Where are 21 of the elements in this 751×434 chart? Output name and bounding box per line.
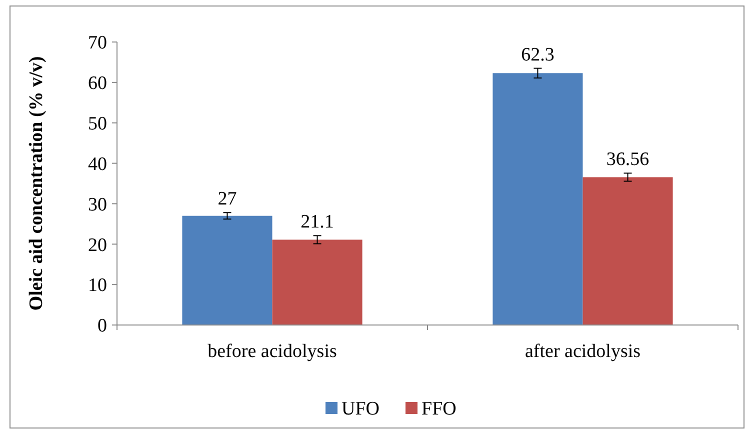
y-tick-label: 50 [88, 114, 107, 135]
x-tick-label: after acidolysis [524, 341, 641, 362]
y-tick-label: 0 [98, 316, 107, 337]
x-tick-label: before acidolysis [208, 341, 337, 362]
y-tick-label: 30 [88, 194, 107, 216]
y-tick-label: 70 [88, 32, 107, 54]
y-tick-label: 40 [88, 154, 107, 175]
data-label: 36.56 [606, 149, 650, 170]
bar [492, 73, 583, 325]
y-axis-title: Oleic aid concentration (% v/v) [26, 56, 47, 311]
data-label: 27 [218, 188, 237, 210]
y-tick-label: 60 [88, 73, 107, 94]
bar [272, 240, 362, 325]
bar [582, 177, 673, 325]
legend-label: FFO [422, 398, 456, 420]
y-tick-label: 10 [88, 275, 107, 296]
data-label: 21.1 [300, 212, 334, 233]
data-label: 62.3 [521, 44, 554, 66]
legend-label: UFO [342, 398, 380, 420]
y-tick-label: 20 [88, 234, 107, 256]
bar [182, 216, 272, 325]
